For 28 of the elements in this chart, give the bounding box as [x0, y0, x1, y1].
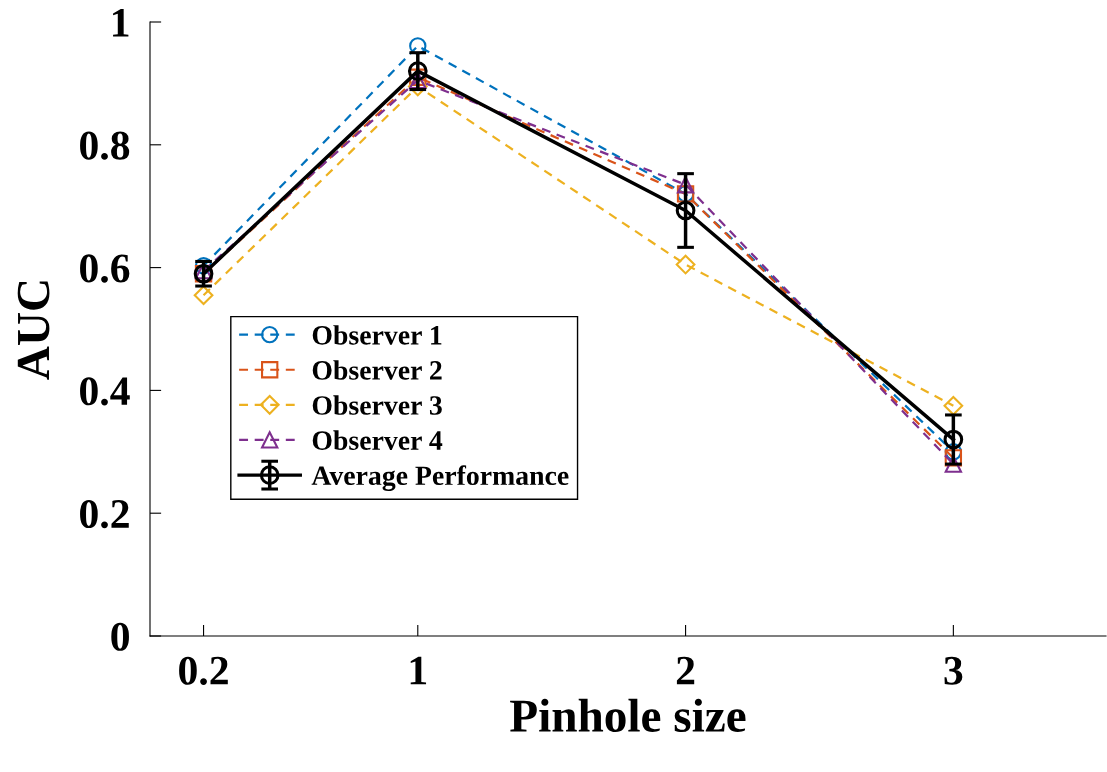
point	[944, 449, 963, 467]
legend-label: Observer 1	[312, 325, 442, 345]
point	[944, 443, 963, 461]
y-tick-label: 0.4	[80, 377, 130, 406]
point	[675, 254, 696, 275]
point	[943, 429, 964, 450]
y-tick-label: 0	[111, 622, 129, 651]
point	[944, 455, 963, 473]
x-tick-label: 3	[944, 656, 963, 685]
x-axis-title: Pinhole size	[510, 698, 746, 733]
y-tick-label: 1	[113, 8, 129, 37]
y-tick-label: 0.8	[80, 131, 130, 160]
y-axis-title: AUC	[17, 281, 50, 380]
point	[407, 61, 428, 81]
point	[675, 200, 696, 221]
y-tick-label: 0.6	[80, 254, 130, 283]
legend-label: Observer 3	[312, 395, 442, 415]
point	[193, 285, 214, 306]
legend-label: Observer 2	[312, 360, 442, 380]
point	[676, 176, 695, 194]
x-tick-label: 2	[676, 656, 695, 685]
legend-label: Average Performance	[311, 465, 569, 491]
point	[194, 257, 213, 275]
point	[943, 395, 964, 416]
y-tick-label: 0.2	[80, 499, 129, 529]
x-tick-label: 0.2	[179, 656, 228, 685]
x-tick-label: 1	[410, 656, 427, 685]
legend-label: Observer 4	[312, 430, 443, 450]
